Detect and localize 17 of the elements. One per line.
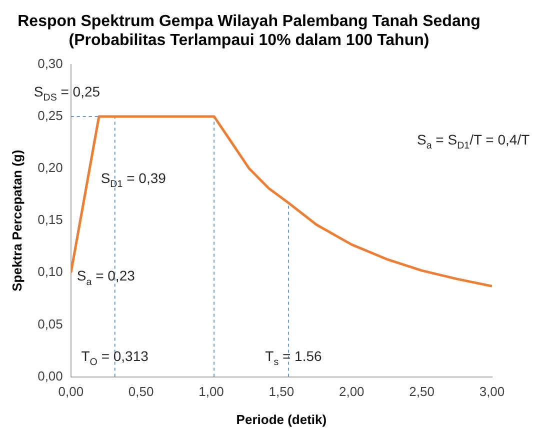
x-tick-label: 0,50 xyxy=(128,384,154,400)
y-tick-label: 0,30 xyxy=(38,56,63,71)
y-tick-label: 0,05 xyxy=(38,316,63,332)
x-tick-label: 1,00 xyxy=(198,384,224,400)
x-tick-label: 0,00 xyxy=(58,384,84,400)
x-tick-label: 1,50 xyxy=(268,384,294,400)
y-tick-label: 0,15 xyxy=(38,212,63,228)
x-tick-label: 2,50 xyxy=(409,384,434,400)
x-tick-label: 3,00 xyxy=(479,384,505,400)
x-axis-title: Periode (detik) xyxy=(236,412,327,427)
chart-title: Respon Spektrum Gempa Wilayah Palembang Tanah Sedang (Probabilitas Terlampaui 10% dalam 100 Tahun) xyxy=(18,13,480,50)
y-tick-label: 0,00 xyxy=(38,368,63,384)
y-tick-label: 0,25 xyxy=(38,108,63,124)
y-axis-title: Spektra Percepatan (g) xyxy=(9,150,24,292)
x-tick-label: 2,00 xyxy=(338,384,364,400)
y-tick-label: 0,20 xyxy=(38,160,63,176)
y-tick-label: 0,10 xyxy=(38,264,63,280)
